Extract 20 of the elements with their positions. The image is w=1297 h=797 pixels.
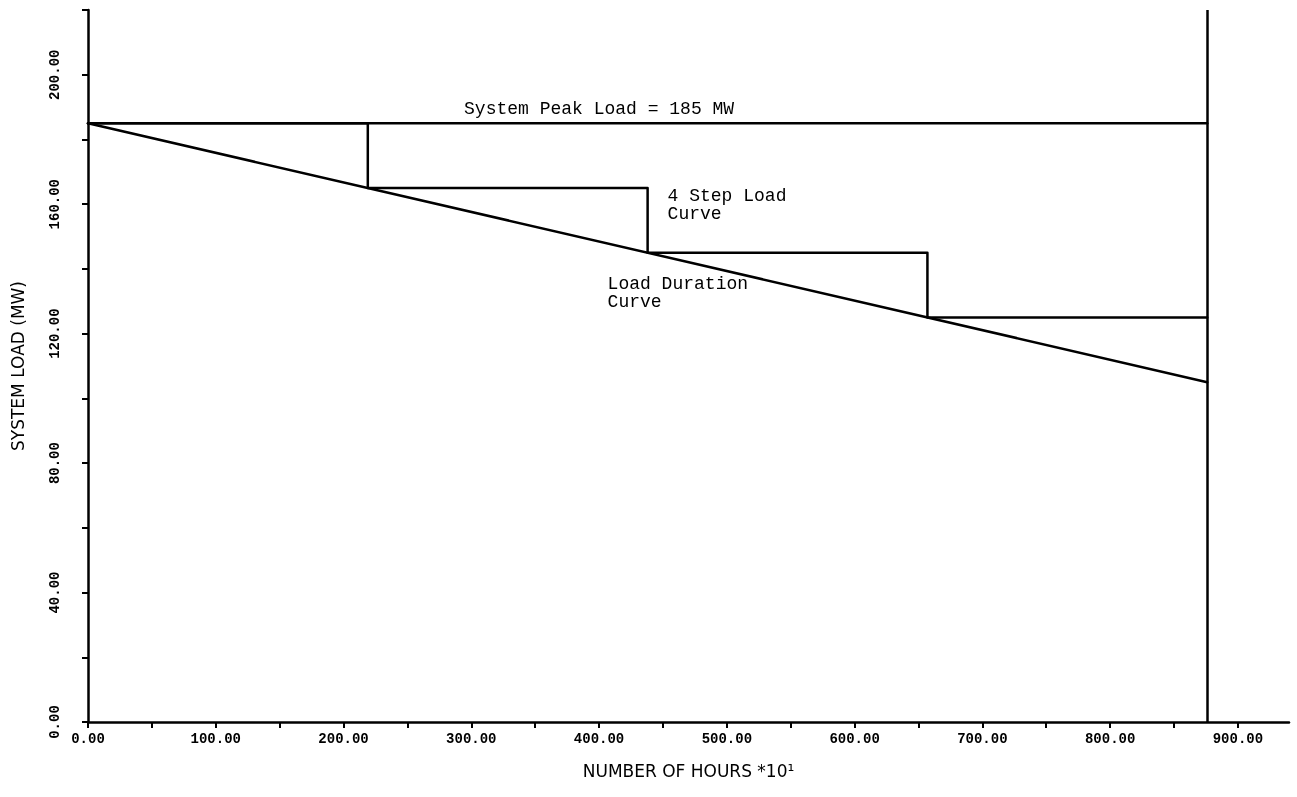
x-tick-label: 800.00 <box>1084 731 1136 747</box>
x-tick-label: 600.00 <box>829 731 880 747</box>
y-tick-label: 40.00 <box>47 571 63 614</box>
x-axis-title: NUMBER OF HOURS *10¹ <box>582 760 795 781</box>
y-tick-label: 120.00 <box>47 308 63 359</box>
x-tick-label: 0.00 <box>71 731 105 747</box>
x-tick-label: 700.00 <box>957 731 1008 747</box>
x-tick-label: 100.00 <box>190 731 241 747</box>
annotation: System Peak Load = 185 MW <box>464 99 735 120</box>
series-label: Load Duration Curve <box>607 273 759 312</box>
x-tick-label: 500.00 <box>701 731 753 747</box>
x-tick-label: 200.00 <box>318 731 369 747</box>
y-tick-label: 200.00 <box>47 49 63 100</box>
series-label: 4 Step Load Curve <box>667 185 798 224</box>
x-tick-label: 300.00 <box>446 731 497 747</box>
x-tick-label: 900.00 <box>1212 731 1264 747</box>
x-tick-label: 400.00 <box>573 731 625 747</box>
y-axis-title: SYSTEM LOAD (MW) <box>7 281 28 451</box>
y-tick-label: 80.00 <box>47 442 63 485</box>
y-tick-label: 160.00 <box>47 178 63 230</box>
